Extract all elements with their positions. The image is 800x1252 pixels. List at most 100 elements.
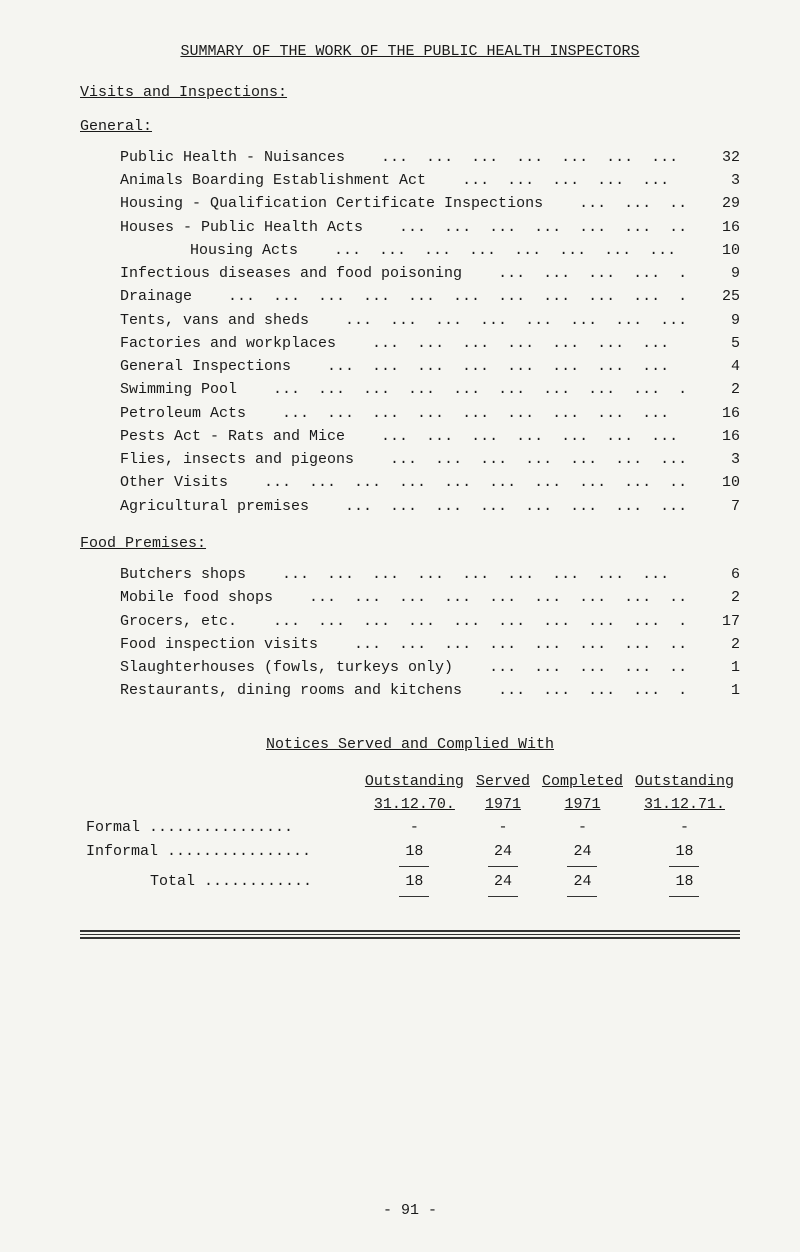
item-value: 1 — [690, 656, 740, 679]
item-value: 9 — [690, 309, 740, 332]
col-head-completed: Completed — [536, 770, 629, 793]
leader-dots: ... ... ... ... ... ... ... ... ... ... … — [462, 679, 690, 702]
item-value: 16 — [690, 425, 740, 448]
item-label: Slaughterhouses (fowls, turkeys only) — [120, 656, 453, 679]
table-row: Informal ................18242418 — [80, 840, 740, 863]
col-head-outstanding-next: Outstanding — [629, 770, 740, 793]
item-label: Public Health - Nuisances — [120, 146, 345, 169]
leader-dots: ... ... ... ... ... ... ... ... ... ... … — [363, 216, 690, 239]
item-value: 32 — [690, 146, 740, 169]
cell: - — [536, 816, 629, 839]
item-label: Restaurants, dining rooms and kitchens — [120, 679, 462, 702]
notices-total-row: Total ............ 18 24 24 18 — [80, 870, 740, 893]
divider-block — [80, 930, 740, 939]
item-label: Animals Boarding Establishment Act — [120, 169, 426, 192]
item-value: 29 — [690, 192, 740, 215]
row-label: Formal ................ — [80, 816, 359, 839]
page-number: - 91 - — [80, 1199, 740, 1222]
item-value: 5 — [690, 332, 740, 355]
list-item: Restaurants, dining rooms and kitchens .… — [80, 679, 740, 702]
item-label: Butchers shops — [120, 563, 246, 586]
col-sub-1: 31.12.70. — [359, 793, 470, 816]
list-item: Mobile food shops ... ... ... ... ... ..… — [80, 586, 740, 609]
leader-dots: ... ... ... ... ... ... ... ... ... ... … — [237, 610, 690, 633]
item-value: 10 — [690, 239, 740, 262]
leader-dots: ... ... ... ... ... ... ... ... ... ... … — [354, 448, 690, 471]
item-value: 25 — [690, 285, 740, 308]
item-label: Other Visits — [120, 471, 228, 494]
list-item: Drainage ... ... ... ... ... ... ... ...… — [80, 285, 740, 308]
item-value: 17 — [690, 610, 740, 633]
list-item: Factories and workplaces ... ... ... ...… — [80, 332, 740, 355]
leader-dots: ... ... ... ... ... ... ... ... ... ... … — [345, 425, 690, 448]
col-head-outstanding-prev: Outstanding — [359, 770, 470, 793]
item-value: 16 — [690, 402, 740, 425]
leader-dots: ... ... ... ... ... ... ... ... ... ... … — [291, 355, 690, 378]
cell: 24 — [470, 840, 536, 863]
item-value: 2 — [690, 633, 740, 656]
list-item: Houses - Public Health Acts ... ... ... … — [80, 216, 740, 239]
notices-title: Notices Served and Complied With — [80, 733, 740, 756]
leader-dots: ... ... ... ... ... ... ... ... ... ... … — [246, 402, 690, 425]
list-item: Pests Act - Rats and Mice ... ... ... ..… — [80, 425, 740, 448]
list-item: Agricultural premises ... ... ... ... ..… — [80, 495, 740, 518]
item-label: Petroleum Acts — [120, 402, 246, 425]
leader-dots: ... ... ... ... ... ... ... ... ... ... … — [336, 332, 690, 355]
list-item: General Inspections ... ... ... ... ... … — [80, 355, 740, 378]
leader-dots: ... ... ... ... ... ... ... ... ... ... … — [309, 309, 690, 332]
item-value: 4 — [690, 355, 740, 378]
list-item: Housing - Qualification Certificate Insp… — [80, 192, 740, 215]
leader-dots: ... ... ... ... ... ... ... ... ... ... … — [543, 192, 690, 215]
item-label: Grocers, etc. — [120, 610, 237, 633]
leader-dots: ... ... ... ... ... ... ... ... ... ... … — [228, 471, 690, 494]
item-label: Swimming Pool — [120, 378, 237, 401]
section-general: General: — [80, 115, 740, 138]
list-item: Tents, vans and sheds ... ... ... ... ..… — [80, 309, 740, 332]
item-label: Mobile food shops — [120, 586, 273, 609]
section-visits: Visits and Inspections: — [80, 81, 740, 104]
list-item: Swimming Pool ... ... ... ... ... ... ..… — [80, 378, 740, 401]
item-value: 10 — [690, 471, 740, 494]
col-sub-3: 1971 — [536, 793, 629, 816]
item-label: Infectious diseases and food poisoning — [120, 262, 462, 285]
item-value: 7 — [690, 495, 740, 518]
item-value: 16 — [690, 216, 740, 239]
cell: - — [359, 816, 470, 839]
list-item: Public Health - Nuisances ... ... ... ..… — [80, 146, 740, 169]
notices-table: Outstanding Served Completed Outstanding… — [80, 770, 740, 900]
section-food: Food Premises: — [80, 532, 740, 555]
list-item: Grocers, etc. ... ... ... ... ... ... ..… — [80, 610, 740, 633]
general-list: Public Health - Nuisances ... ... ... ..… — [80, 146, 740, 518]
list-item: Animals Boarding Establishment Act ... .… — [80, 169, 740, 192]
item-label: Factories and workplaces — [120, 332, 336, 355]
leader-dots: ... ... ... ... ... ... ... ... ... ... … — [246, 563, 690, 586]
food-list: Butchers shops ... ... ... ... ... ... .… — [80, 563, 740, 703]
list-item: Other Visits ... ... ... ... ... ... ...… — [80, 471, 740, 494]
cell: 24 — [536, 840, 629, 863]
leader-dots: ... ... ... ... ... ... ... ... ... ... … — [192, 285, 690, 308]
item-value: 2 — [690, 378, 740, 401]
list-item: Flies, insects and pigeons ... ... ... .… — [80, 448, 740, 471]
item-label: General Inspections — [120, 355, 291, 378]
list-item: Butchers shops ... ... ... ... ... ... .… — [80, 563, 740, 586]
item-label: Tents, vans and sheds — [120, 309, 309, 332]
col-sub-2: 1971 — [470, 793, 536, 816]
item-label: Housing Acts — [190, 239, 298, 262]
leader-dots: ... ... ... ... ... ... ... ... ... ... … — [237, 378, 690, 401]
leader-dots: ... ... ... ... ... ... ... ... ... ... … — [453, 656, 690, 679]
leader-dots: ... ... ... ... ... ... ... ... ... ... … — [273, 586, 690, 609]
leader-dots: ... ... ... ... ... ... ... ... ... ... … — [298, 239, 690, 262]
cell: - — [629, 816, 740, 839]
list-item: Infectious diseases and food poisoning .… — [80, 262, 740, 285]
cell: - — [470, 816, 536, 839]
list-item: Food inspection visits ... ... ... ... .… — [80, 633, 740, 656]
item-label: Agricultural premises — [120, 495, 309, 518]
item-value: 9 — [690, 262, 740, 285]
item-value: 6 — [690, 563, 740, 586]
leader-dots: ... ... ... ... ... ... ... ... ... ... … — [345, 146, 690, 169]
list-item: Slaughterhouses (fowls, turkeys only) ..… — [80, 656, 740, 679]
leader-dots: ... ... ... ... ... ... ... ... ... ... … — [318, 633, 690, 656]
item-label: Houses - Public Health Acts — [120, 216, 363, 239]
col-head-served: Served — [470, 770, 536, 793]
list-item: Housing Acts ... ... ... ... ... ... ...… — [80, 239, 740, 262]
